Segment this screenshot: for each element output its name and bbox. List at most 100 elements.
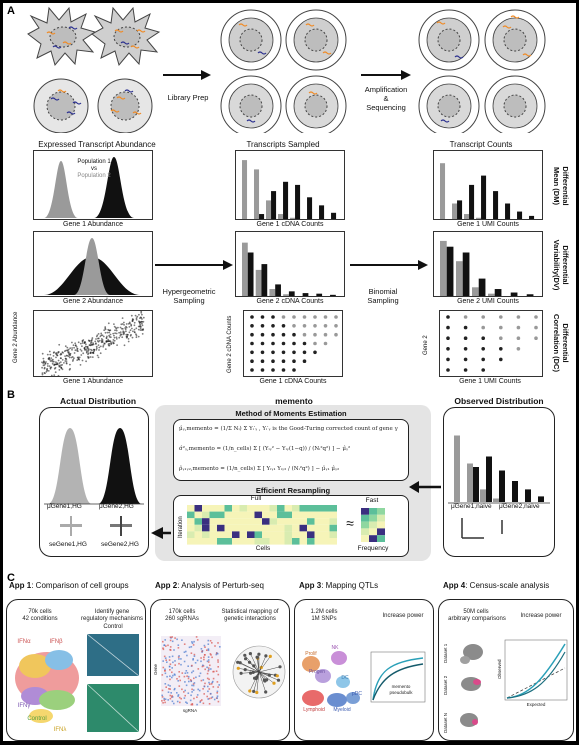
observed-distribution-box <box>443 407 555 557</box>
lattice-point <box>481 336 485 340</box>
app4-desc1: Increase power <box>511 613 571 620</box>
lattice-point <box>446 368 450 372</box>
scatter-point <box>139 326 141 328</box>
app2-noise-dot <box>218 701 220 703</box>
scatter-point <box>123 324 125 326</box>
scatter-point <box>82 352 84 354</box>
app2-noise-dot <box>202 665 204 667</box>
bar-black <box>505 204 510 220</box>
gene1-umi-label-2: Gene 1 UMI Counts <box>433 378 547 385</box>
heat-cell <box>315 512 323 519</box>
cells-label: Cells <box>233 545 293 552</box>
hypergeo-label-1: Hypergeometric <box>149 287 229 296</box>
app2-noise-dot <box>173 649 175 651</box>
scatter-point <box>120 323 122 325</box>
heat-cell <box>202 538 210 545</box>
scatter-point <box>49 351 51 353</box>
lattice-point <box>534 336 538 340</box>
se-gene1-hg: seGene1,HG <box>49 541 87 548</box>
app3-pseudobulk: pseudobulk <box>381 689 421 696</box>
app2-noise-dot <box>168 691 170 693</box>
lattice-point <box>446 336 450 340</box>
heat-fast-cell <box>369 508 377 515</box>
heat-cell <box>330 538 338 545</box>
scatter-point <box>60 367 62 369</box>
app2-noise-dot <box>208 667 210 669</box>
scatter-point <box>82 360 84 362</box>
scatter-point <box>138 314 140 316</box>
scatter-point <box>68 352 70 354</box>
scatter-point <box>125 328 127 330</box>
heat-cell <box>322 512 330 519</box>
scatter-point <box>73 344 75 346</box>
library-prep-label: Library Prep <box>163 93 213 102</box>
app2-noise-dot <box>164 702 166 704</box>
app2-noise-dot <box>209 683 211 685</box>
bar-black <box>479 279 486 296</box>
app2-node <box>264 690 267 693</box>
app2-noise-dot <box>197 689 199 691</box>
scatter-point <box>61 364 63 366</box>
app2-noise-dot <box>211 657 213 659</box>
app2-noise-dot <box>167 645 169 647</box>
scatter-point <box>58 351 60 353</box>
scatter-point <box>75 349 77 351</box>
bar-grey <box>242 160 247 219</box>
scatter-point <box>112 343 114 345</box>
app2-noise-dot <box>197 660 199 662</box>
app2-noise-dot <box>209 698 211 700</box>
heat-fast-cell <box>369 522 377 529</box>
bar-black <box>511 293 518 296</box>
bar-grey <box>452 204 457 220</box>
scatter-point <box>53 374 55 376</box>
app2-noise-dot <box>185 651 187 653</box>
scatter-point <box>73 347 75 349</box>
scatter-point <box>142 333 144 335</box>
app2-title-text: : Analysis of Perturb-seq <box>177 581 264 590</box>
lattice-point <box>271 351 275 355</box>
app1-desc2: regulatory mechanisms <box>75 616 149 623</box>
app2-noise-dot <box>190 679 192 681</box>
scatter-point <box>121 328 123 330</box>
fast-label: Fast <box>357 497 387 504</box>
scatter-point <box>116 333 118 335</box>
heat-cell <box>300 505 308 512</box>
lattice-point <box>250 315 254 319</box>
scatter-point <box>117 327 119 329</box>
app2-noise-dot <box>191 652 193 654</box>
scatter-point <box>50 360 52 362</box>
app2-noise-dot <box>170 649 172 651</box>
scatter-point <box>138 329 140 331</box>
scatter-point <box>107 339 109 341</box>
scatter-point <box>48 370 50 372</box>
heat-cell <box>285 538 293 545</box>
lattice-point <box>499 347 503 351</box>
scatter-point <box>50 357 52 359</box>
bar-black <box>307 197 312 219</box>
heat-fast-cell <box>361 535 369 542</box>
scatter-point <box>130 335 132 337</box>
heat-cell <box>262 531 270 538</box>
app2-noise-dot <box>178 655 180 657</box>
bar-grey <box>472 287 479 296</box>
scatter-point <box>129 326 131 328</box>
heat-cell <box>285 518 293 525</box>
lattice-point <box>292 368 296 372</box>
bar-black <box>289 291 295 296</box>
app1-control-label: Control <box>17 716 57 723</box>
app2-noise-dot <box>184 681 186 683</box>
lattice-point <box>261 359 265 363</box>
scatter-point <box>74 352 76 354</box>
app2-noise-dot <box>200 657 202 659</box>
app2-noise-dot <box>172 675 174 677</box>
heat-cell <box>187 518 195 525</box>
heat-cell <box>210 525 218 532</box>
lattice-point <box>313 342 317 346</box>
app2-noise-dot <box>206 649 208 651</box>
app1-ifng-label: IFNγ <box>9 703 39 710</box>
scatter-point <box>86 352 88 354</box>
lattice-point <box>282 324 286 328</box>
scatter-point <box>135 327 137 329</box>
heat-cell <box>225 505 233 512</box>
lattice-point <box>446 326 450 330</box>
